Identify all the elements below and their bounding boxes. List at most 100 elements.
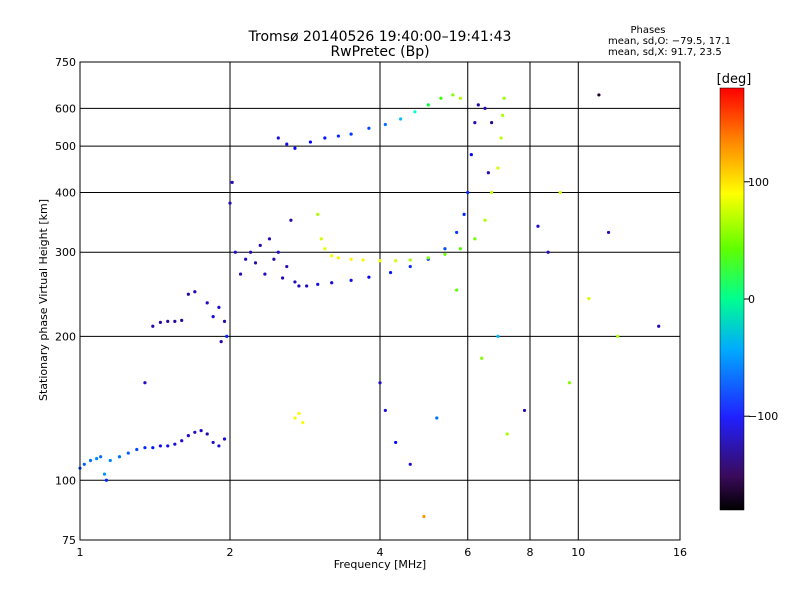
data-point: [316, 212, 320, 216]
data-point: [394, 259, 398, 263]
data-point: [394, 440, 398, 445]
data-point: [205, 432, 209, 436]
data-point: [293, 146, 297, 150]
x-tick-label: 2: [227, 546, 234, 559]
data-point: [293, 416, 297, 420]
data-point: [151, 324, 155, 328]
data-point: [297, 411, 301, 416]
y-tick-label: 75: [62, 534, 76, 547]
data-point: [399, 117, 403, 121]
data-point: [253, 261, 258, 265]
data-point: [408, 264, 412, 269]
data-point: [211, 440, 215, 445]
x-tick-label: 8: [527, 546, 534, 559]
stats-x-line: mean, sd,X: 91.7, 23.5: [608, 47, 722, 58]
data-point: [180, 318, 184, 323]
data-point: [422, 514, 426, 519]
data-point: [486, 171, 490, 175]
data-point: [297, 284, 301, 288]
data-point: [126, 451, 130, 455]
data-point: [522, 408, 527, 413]
data-point: [193, 290, 197, 294]
data-point: [499, 136, 503, 140]
y-tick-labels: 75 100 200 300 400 500 600 750: [55, 56, 76, 547]
data-point: [408, 462, 412, 466]
data-point: [143, 446, 147, 450]
data-point: [186, 434, 190, 438]
data-point: [323, 247, 327, 251]
data-point: [657, 324, 661, 328]
grid-lines: [80, 62, 680, 540]
data-point: [285, 142, 289, 146]
data-point: [455, 288, 459, 292]
data-point: [330, 254, 334, 258]
colorbar-label: [deg]: [717, 72, 752, 87]
data-point: [476, 103, 480, 107]
data-point: [238, 272, 243, 276]
data-point: [166, 444, 170, 448]
data-point: [496, 166, 500, 170]
data-point: [466, 190, 470, 195]
data-point: [567, 381, 572, 385]
data-point: [388, 270, 393, 275]
x-tick-labels: 1 2 4 6 8 10 16: [77, 546, 688, 559]
y-tick-label: 750: [55, 56, 76, 69]
data-point: [258, 243, 262, 248]
data-point: [173, 319, 177, 323]
colorbar-tick-label: 0: [748, 293, 755, 306]
data-point: [285, 264, 289, 269]
data-point: [272, 257, 276, 261]
data-point: [199, 429, 203, 433]
data-point: [82, 462, 86, 466]
data-point: [361, 258, 365, 262]
data-point: [597, 93, 601, 97]
data-point: [458, 96, 463, 100]
data-point: [166, 319, 170, 323]
chart-title: Tromsø 20140526 19:40:00–19:41:43: [248, 29, 512, 45]
data-point: [616, 334, 620, 338]
data-point: [276, 136, 280, 140]
data-point: [367, 126, 371, 130]
data-point: [367, 275, 371, 279]
data-point: [135, 447, 139, 452]
data-point: [458, 247, 463, 251]
y-tick-label: 600: [55, 102, 76, 115]
data-point: [104, 478, 109, 482]
data-point: [88, 458, 93, 463]
data-point: [349, 257, 353, 261]
data-point: [263, 272, 267, 276]
data-point: [473, 121, 477, 125]
plot-frame: [79, 61, 681, 541]
stats-heading: Phases: [630, 25, 665, 36]
data-point: [244, 257, 248, 261]
x-tick-label: 1: [77, 546, 84, 559]
stats-o-line: mean, sd,O: −79.5, 17.1: [608, 36, 731, 47]
y-tick-label: 100: [55, 474, 76, 487]
data-point: [280, 276, 285, 280]
data-point: [217, 305, 221, 309]
data-point: [462, 212, 466, 216]
y-axis-label: Stationary phase Virtual Height [km]: [37, 199, 50, 401]
data-point: [496, 334, 500, 338]
data-point: [349, 278, 353, 282]
data-point: [501, 113, 505, 117]
data-point: [173, 442, 177, 446]
data-point: [451, 93, 455, 97]
data-point: [483, 106, 487, 110]
x-tick-label: 16: [673, 546, 687, 559]
data-point: [205, 301, 209, 305]
data-point: [308, 140, 313, 144]
y-tick-label: 200: [55, 330, 76, 343]
data-point: [378, 259, 382, 263]
data-point: [228, 201, 232, 205]
data-point: [349, 132, 353, 136]
data-point: [289, 218, 293, 222]
data-point: [225, 334, 229, 338]
data-point: [558, 190, 562, 195]
x-tick-label: 4: [377, 546, 384, 559]
data-point: [219, 340, 223, 344]
data-point: [217, 444, 221, 448]
x-axis-label: Frequency [MHz]: [334, 558, 426, 571]
data-point: [108, 458, 112, 463]
data-point: [301, 421, 305, 425]
